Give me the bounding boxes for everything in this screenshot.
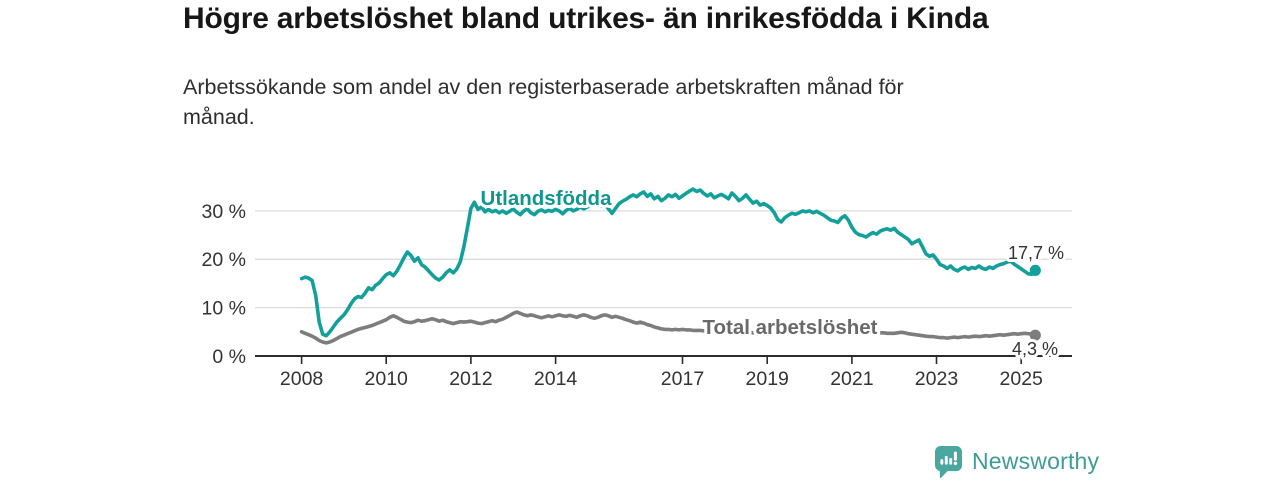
y-tick-label: 10 %	[202, 298, 246, 320]
series-line-total-arbetsl-shet	[299, 310, 1038, 345]
y-tick-label: 0 %	[212, 346, 246, 368]
x-tick-label: 2012	[449, 368, 492, 390]
subtitle-line-1: Arbetssökande som andel av den registerb…	[183, 75, 904, 99]
annotation-label-utlandsf-dda: Utlandsfödda	[481, 187, 613, 210]
series-line-utlandsf-dda	[299, 187, 1038, 338]
series-end-dot-total-arbetsl-shet	[1029, 329, 1041, 341]
x-tick-label: 2025	[1000, 368, 1044, 390]
x-tick-label: 2008	[280, 368, 323, 390]
x-tick-label: 2014	[534, 368, 578, 390]
x-tick-label: 2010	[365, 368, 409, 390]
chart-speech-bubble-icon	[934, 446, 963, 478]
x-tick-label: 2019	[746, 368, 789, 390]
y-tick-label: 30 %	[202, 201, 246, 223]
newsworthy-logo[interactable]: Newsworthy	[934, 445, 1099, 478]
subtitle-line-2: månad.	[183, 105, 255, 129]
x-tick-label: 2017	[661, 368, 704, 390]
annotation-label-4-3: 4,3 %	[1012, 339, 1058, 359]
brand-name: Newsworthy	[972, 448, 1100, 474]
page-title: Högre arbetslöshet bland utrikes- än inr…	[183, 2, 989, 35]
x-tick-label: 2021	[830, 368, 873, 390]
x-tick-label: 2023	[915, 368, 958, 390]
annotation-label-total-arbetsl-shet: Total arbetslöshet	[702, 316, 877, 339]
annotation-label-17-7: 17,7 %	[1008, 243, 1064, 263]
chart-subtitle: Arbetssökande som andel av den registerb…	[183, 72, 904, 132]
y-tick-label: 20 %	[202, 249, 246, 271]
series-end-dot-utlandsf-dda	[1029, 264, 1041, 276]
